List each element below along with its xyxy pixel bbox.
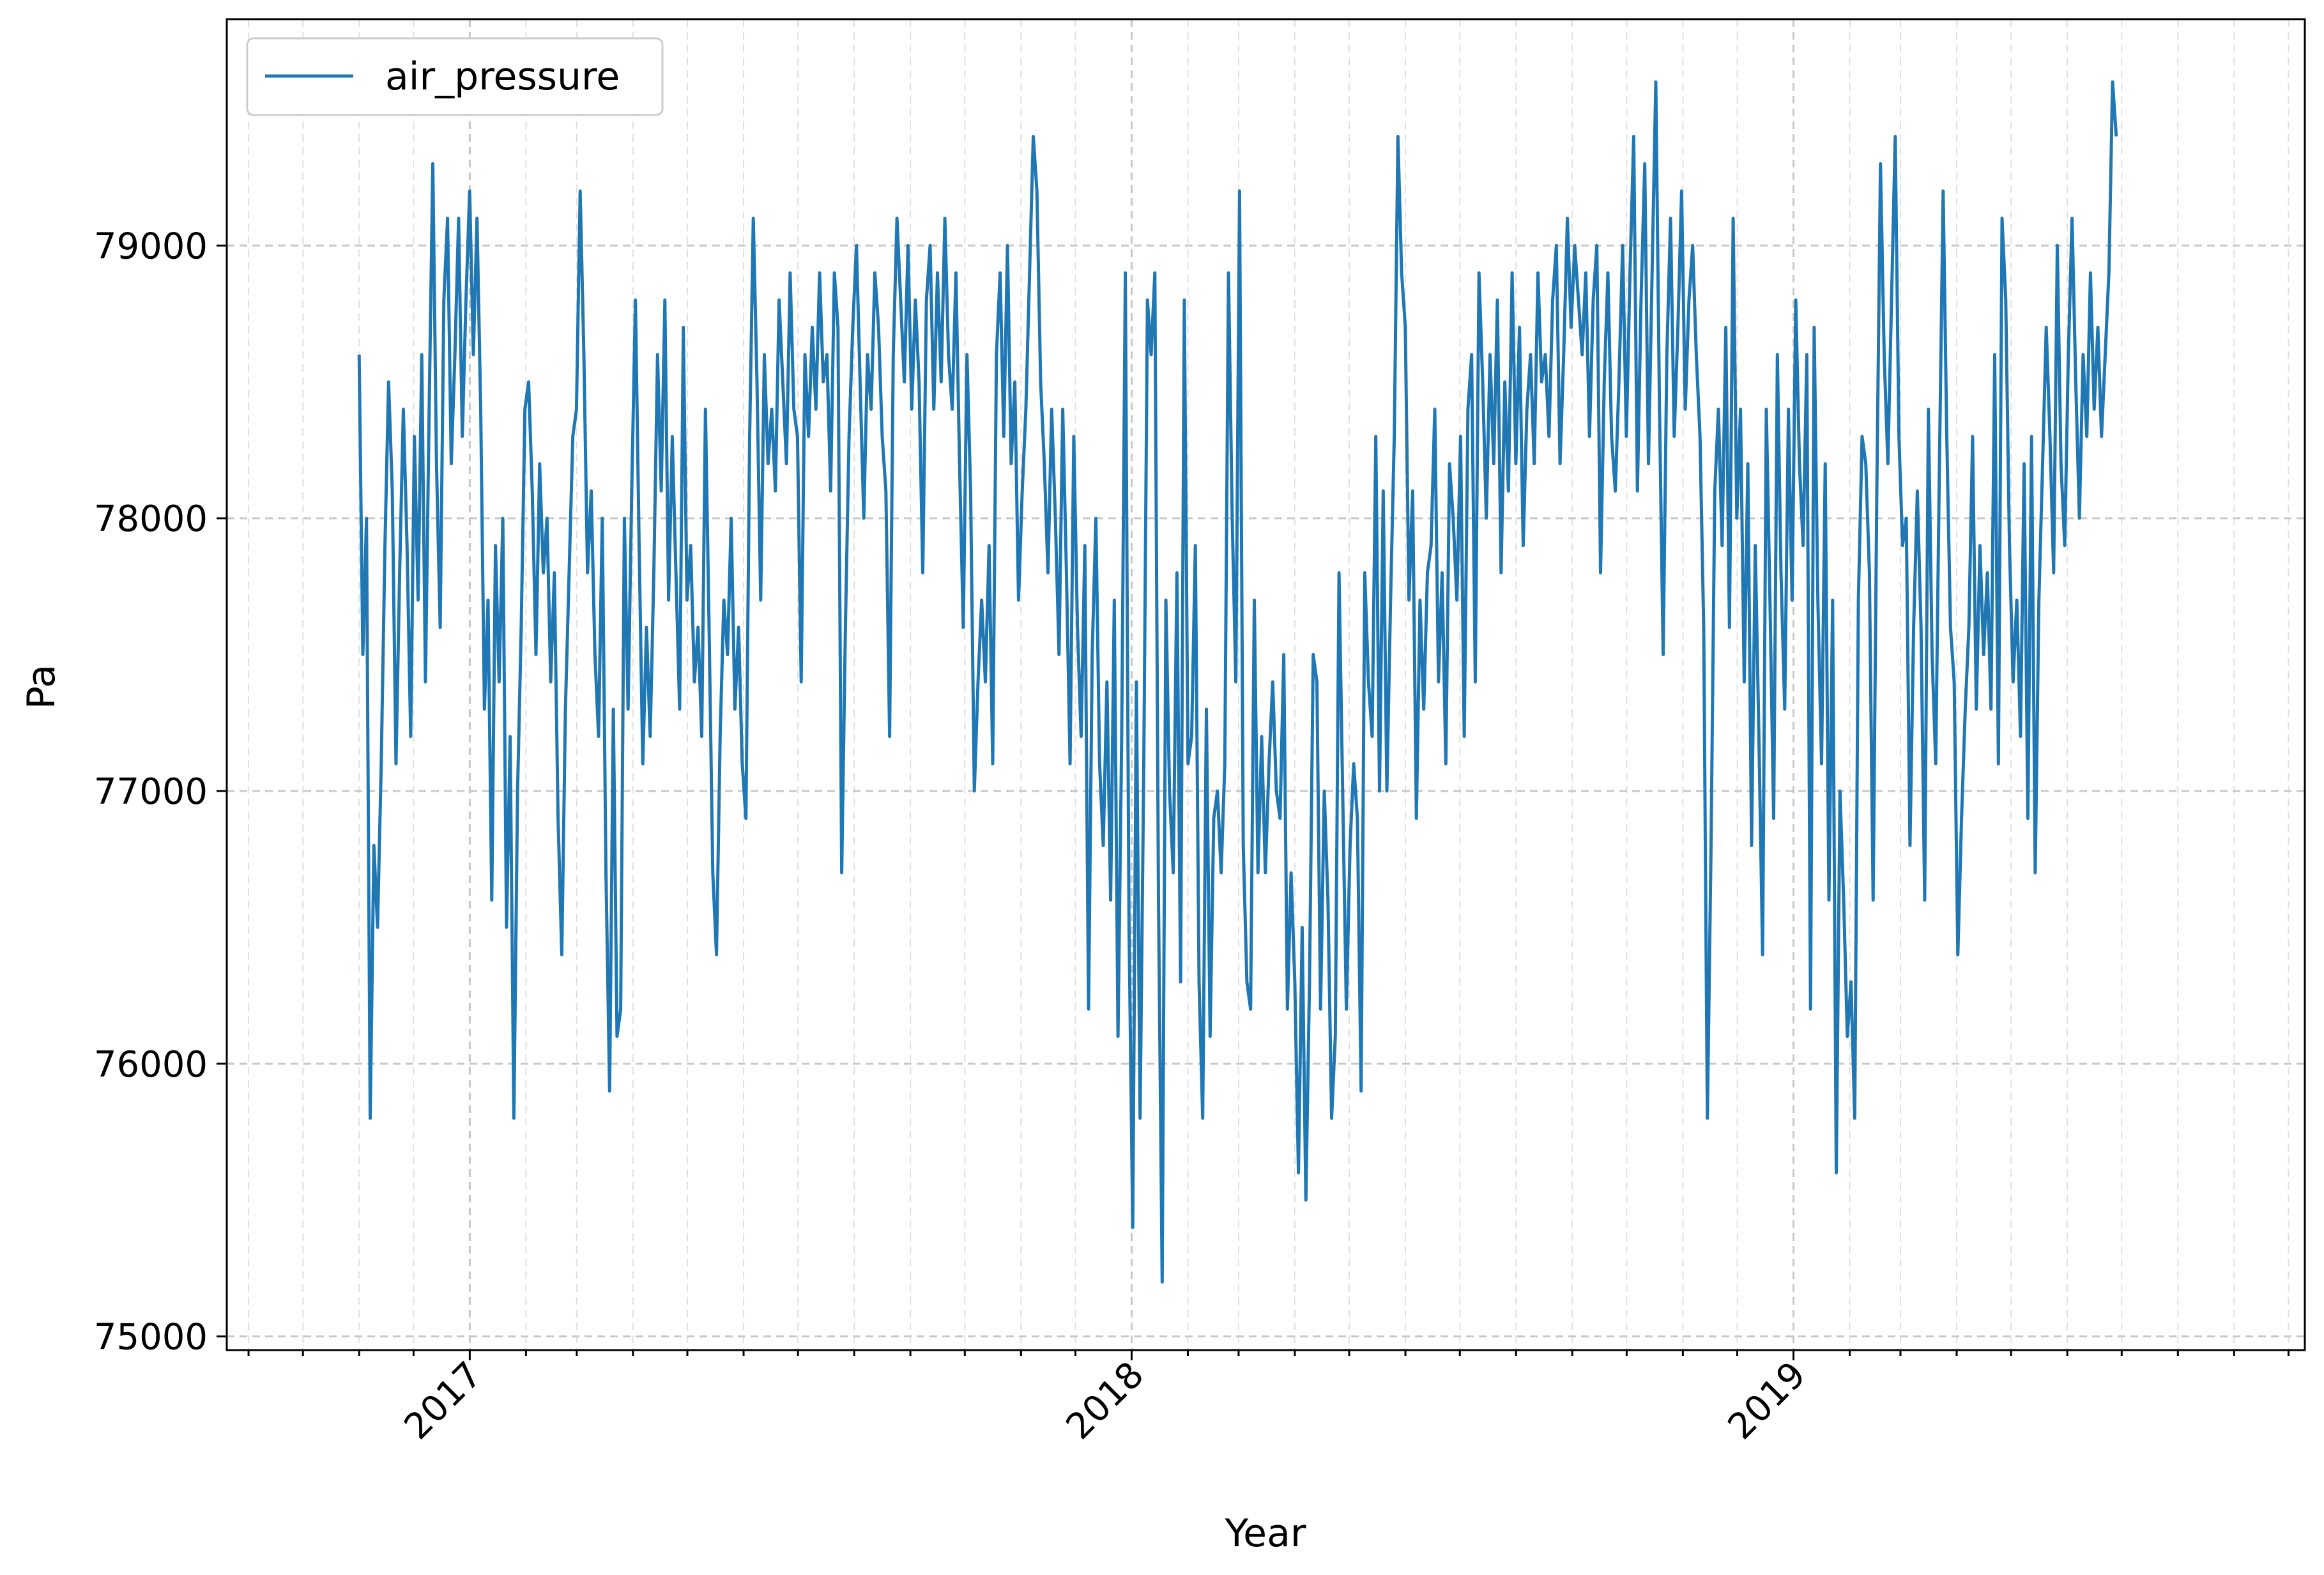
y-axis-title: Pa: [19, 665, 64, 709]
plot-frame: [226, 18, 2306, 1351]
legend: air_pressure: [246, 37, 664, 116]
y-tick-label: 76000: [94, 1044, 208, 1086]
legend-box: [246, 37, 664, 116]
x-axis-title: Year: [1224, 1511, 1306, 1556]
legend-label-air-pressure: air_pressure: [385, 54, 620, 99]
series-line-air-pressure: [357, 80, 2118, 1284]
y-tick-label: 75000: [94, 1317, 208, 1358]
y-tick-label: 77000: [94, 771, 208, 813]
y-tick-labels: 75000 76000 77000 78000 79000: [94, 226, 208, 1358]
plot-area: [357, 80, 2118, 1284]
y-tick-label: 78000: [94, 498, 208, 540]
y-tick-label: 79000: [94, 226, 208, 267]
